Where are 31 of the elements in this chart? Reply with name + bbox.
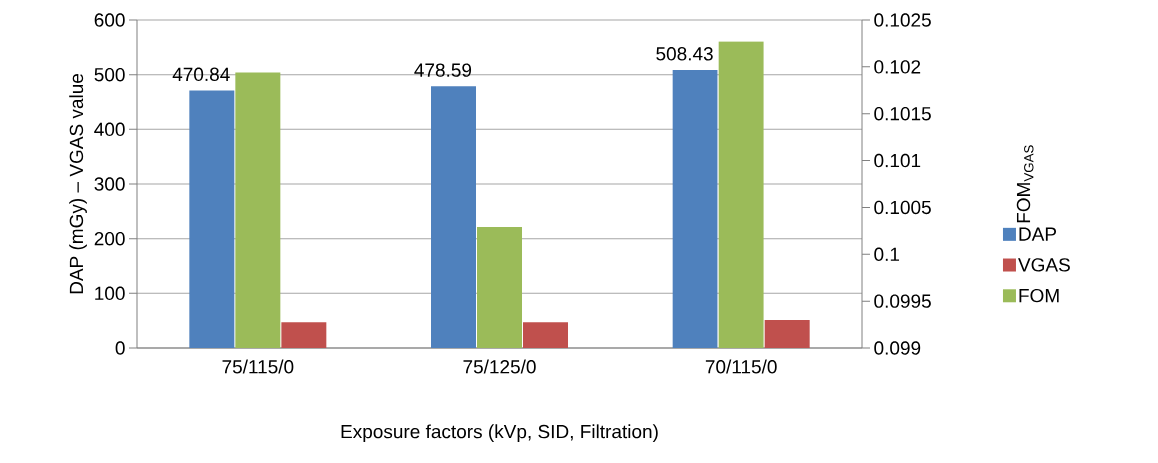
legend-label: FOM (1019, 288, 1059, 303)
y2-tick-label: 0.102 (874, 60, 921, 74)
y2-tick-label: 0.101 (874, 153, 921, 168)
y-tick-label: 0 (115, 341, 125, 355)
data-label: 470.84 (172, 67, 230, 82)
y-tick-label: 100 (95, 286, 125, 301)
data-label: 508.43 (656, 47, 713, 61)
bar (523, 322, 569, 348)
x-tick-label: 75/115/0 (222, 359, 294, 374)
y2-tick-label: 0.1005 (874, 200, 931, 215)
y-tick-label: 400 (94, 122, 125, 137)
y2-tick-label: 0.1025 (874, 13, 931, 27)
y2-tick-label: 0.099 (874, 341, 921, 355)
bar (431, 86, 477, 348)
y2-tick-label: 0.1015 (874, 106, 931, 121)
x-tick-label: 75/125/0 (463, 359, 536, 374)
data-label: 478.59 (414, 63, 472, 77)
bar (281, 322, 327, 348)
y2-axis-title: FOM$_{VGAS}$ (1016, 145, 1034, 223)
bar (764, 320, 810, 348)
legend-label: DAP (1019, 227, 1057, 241)
x-axis-title: Exposure factors (kVp, SID, Filtration) (341, 424, 658, 443)
x-tick-label: 70/115/0 (705, 359, 777, 374)
y-tick-label: 300 (94, 177, 125, 191)
y-axis-title: DAP (mGy) – VGAS value (69, 74, 87, 294)
y-tick-label: 500 (94, 67, 125, 82)
y2-tick-label: 0.0995 (874, 294, 931, 308)
y-tick-label: 200 (94, 231, 125, 246)
legend-label: VGAS (1018, 258, 1070, 272)
y-tick-label: 600 (94, 13, 125, 27)
y2-tick-label: 0.1 (874, 247, 900, 262)
